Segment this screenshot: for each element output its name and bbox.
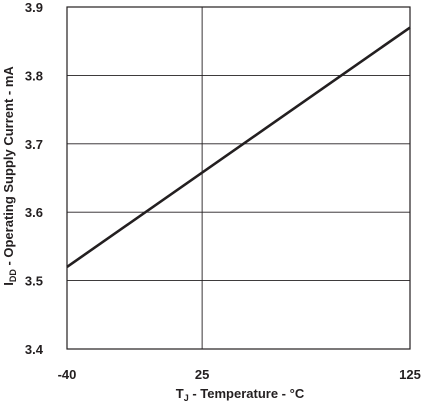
y-tick-label: 3.6 [25,205,43,220]
x-tick-labels: -40 25 125 [58,367,421,382]
y-tick-label: 3.7 [25,137,43,152]
series-line [66,26,411,268]
y-tick-labels: 3.4 3.5 3.6 3.7 3.8 3.9 [25,0,44,357]
x-tick-label: 25 [195,367,209,382]
y-axis-label: IDD - Operating Supply Current - mA [1,66,18,286]
y-tick-label: 3.4 [25,342,44,357]
y-tick-label: 3.5 [25,274,43,289]
x-axis-label: TJ - Temperature - °C [176,386,305,403]
series-group [66,26,411,268]
x-tick-label: 125 [399,367,421,382]
grid [66,6,411,350]
x-tick-label: -40 [58,367,77,382]
y-tick-label: 3.8 [25,68,43,83]
plot-frame [66,6,411,350]
y-tick-label: 3.9 [25,0,43,15]
